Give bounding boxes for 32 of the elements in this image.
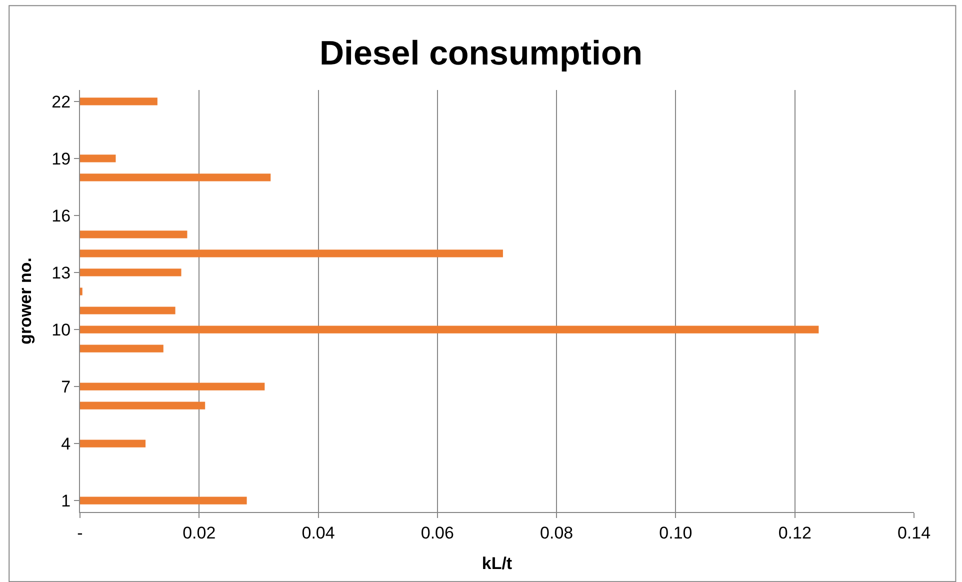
bar (80, 230, 188, 238)
x-tick-label: - (77, 523, 83, 542)
y-tick-label: 22 (52, 92, 71, 112)
bar (80, 250, 503, 258)
y-tick-label: 10 (52, 320, 71, 340)
bar (80, 98, 158, 106)
chart-title: Diesel consumption (319, 34, 643, 73)
x-tick-label: 0.02 (182, 523, 216, 542)
bar (80, 154, 116, 162)
bar (80, 306, 176, 314)
x-axis-title: kL/t (482, 554, 512, 573)
y-tick-label: 13 (52, 263, 71, 282)
bar (80, 174, 271, 182)
bar (80, 326, 819, 334)
x-tick-label: 0.04 (302, 523, 335, 542)
bar (80, 382, 265, 390)
y-tick-label: 7 (61, 377, 71, 396)
y-tick-label: 19 (52, 149, 71, 168)
bar (80, 344, 164, 352)
x-tick-label: 0.08 (540, 523, 574, 542)
y-tick-label: 1 (61, 492, 71, 511)
x-tick-label: 0.12 (778, 523, 812, 542)
x-tick-label: 0.06 (420, 523, 454, 542)
y-tick-label: 16 (52, 206, 71, 226)
x-tick-label: 0.14 (897, 523, 931, 542)
x-tick-label: 0.10 (659, 523, 692, 542)
y-axis-title: grower no. (16, 258, 36, 344)
bar (80, 496, 247, 504)
bar (80, 268, 182, 276)
bar (80, 402, 206, 410)
y-tick-label: 4 (61, 434, 71, 454)
bar (80, 440, 146, 448)
